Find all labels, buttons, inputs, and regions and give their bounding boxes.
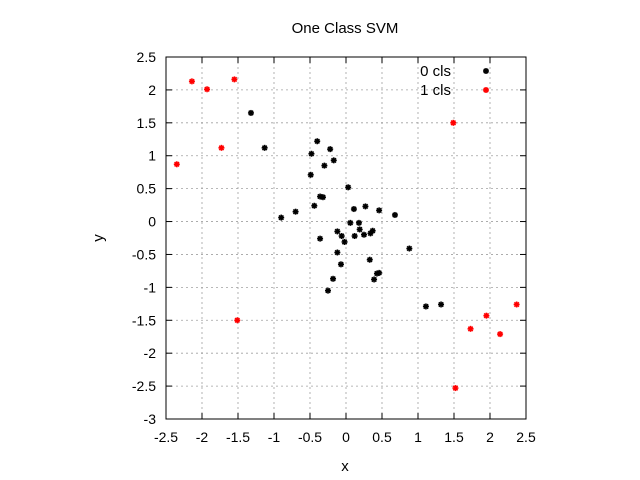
data-point-0-cls (350, 206, 357, 213)
data-point-0-cls (376, 207, 383, 214)
y-tick-label: 2.5 (137, 49, 157, 65)
chart-title: One Class SVM (292, 20, 399, 37)
data-point-0-cls (278, 214, 285, 221)
data-point-1-cls (450, 119, 457, 126)
legend-label-1-cls: 1 cls (420, 82, 451, 99)
y-tick-label: 0 (148, 214, 156, 230)
x-tick-label: -0.5 (298, 429, 322, 445)
y-tick-labels: 2.5 2 1.5 1 0.5 0 -0.5 -1 -1.5 -2 -2.5 -3 (132, 49, 156, 427)
data-point-0-cls (330, 275, 337, 282)
y-tick-label: -3 (144, 411, 157, 427)
y-tick-label: 2 (148, 82, 156, 98)
data-point-1-cls (483, 312, 490, 319)
data-point-0-cls (325, 287, 331, 294)
data-point-0-cls (338, 233, 345, 240)
data-point-0-cls (422, 303, 429, 310)
data-point-0-cls (438, 301, 445, 308)
legend-marker-point (483, 68, 489, 74)
data-point-0-cls (292, 208, 299, 215)
data-point-0-cls (351, 233, 358, 240)
y-tick-label: -1 (144, 279, 157, 295)
x-tick-labels: -2.5 -2 -1.5 -1 -0.5 0 0.5 1 1.5 2 2.5 (154, 429, 536, 445)
x-tick-label: -1.5 (226, 429, 250, 445)
y-axis-label: y (90, 234, 107, 242)
data-point-1-cls (497, 331, 504, 338)
data-point-0-cls (314, 138, 321, 145)
data-point-0-cls (319, 194, 326, 201)
y-tick-label: 1.5 (137, 115, 157, 131)
data-point-0-cls (369, 227, 376, 234)
data-point-1-cls (188, 78, 195, 85)
data-point-1-cls (173, 161, 180, 168)
data-point-0-cls (307, 171, 314, 178)
y-tick-label: 1 (148, 148, 156, 164)
data-point-1-cls (513, 301, 520, 308)
data-points (173, 76, 520, 392)
data-point-0-cls (406, 245, 413, 252)
data-point-0-cls (311, 202, 318, 209)
data-point-0-cls (366, 256, 373, 263)
data-point-0-cls (376, 269, 383, 276)
x-tick-label: 0 (342, 429, 350, 445)
x-tick-label: 2 (486, 429, 494, 445)
data-point-0-cls (362, 203, 369, 210)
legend-label-0-cls: 0 cls (420, 63, 451, 80)
x-tick-label: 1 (414, 429, 422, 445)
data-point-0-cls (317, 235, 324, 242)
data-point-0-cls (341, 238, 348, 245)
x-tick-label: -1 (268, 429, 281, 445)
data-point-0-cls (334, 228, 341, 235)
x-axis-label: x (341, 458, 349, 475)
x-tick-label: -2.5 (154, 429, 178, 445)
data-point-0-cls (321, 162, 328, 169)
legend-marker-0-cls (483, 68, 489, 74)
data-point-0-cls (347, 219, 354, 226)
data-point-0-cls (355, 219, 362, 226)
data-point-0-cls (356, 226, 363, 233)
y-tick-label: -1.5 (132, 312, 156, 328)
data-point-1-cls (234, 317, 241, 324)
data-point-1-cls (467, 325, 474, 332)
grid-lines (166, 57, 526, 419)
y-tick-label: 0.5 (137, 181, 157, 197)
data-point-1-cls (231, 76, 238, 83)
x-tick-label: -2 (196, 429, 209, 445)
data-point-0-cls (345, 184, 352, 191)
data-point-0-cls (337, 261, 344, 268)
legend-marker-point (483, 87, 489, 93)
data-point-0-cls (361, 231, 367, 238)
axis-ticks (165, 56, 527, 420)
x-tick-label: 0.5 (372, 429, 392, 445)
data-point-1-cls (452, 385, 459, 392)
data-point-0-cls (334, 249, 341, 256)
data-point-0-cls (261, 144, 268, 151)
data-point-0-cls (247, 109, 254, 116)
data-point-1-cls (204, 86, 211, 93)
data-point-0-cls (330, 157, 337, 164)
y-tick-label: -0.5 (132, 246, 156, 262)
data-point-0-cls (371, 276, 378, 283)
legend-marker-1-cls (483, 87, 489, 93)
y-tick-label: -2 (144, 345, 157, 361)
x-tick-label: 1.5 (444, 429, 464, 445)
data-point-0-cls (308, 150, 315, 157)
legend: 0 cls 1 cls (420, 63, 489, 99)
y-tick-label: -2.5 (132, 378, 156, 394)
x-tick-label: 2.5 (516, 429, 536, 445)
data-point-0-cls (327, 146, 334, 153)
data-point-0-cls (391, 211, 398, 218)
data-point-1-cls (218, 144, 225, 151)
